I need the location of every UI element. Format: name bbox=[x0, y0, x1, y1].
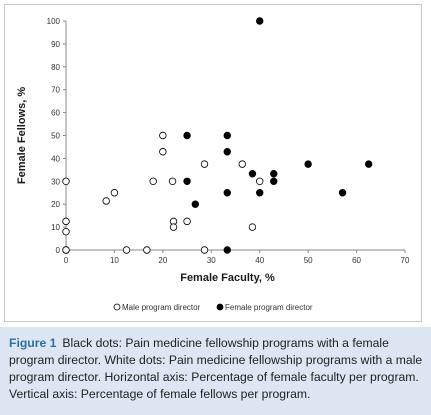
female-director-point bbox=[223, 189, 231, 197]
female-director-point bbox=[364, 160, 373, 168]
x-tick-label: 50 bbox=[304, 256, 313, 265]
male-director-point bbox=[238, 160, 246, 168]
female-director-point bbox=[248, 170, 257, 178]
legend: Male program director Female program dire… bbox=[113, 303, 313, 312]
female-director-point bbox=[338, 189, 347, 197]
x-tick-label: 10 bbox=[110, 256, 119, 265]
male-director-point bbox=[62, 227, 70, 236]
scatter-chart: 0 10 20 30 40 50 60 70 80 90 100 0 10 20 30 40 50 60 70 Fe… bbox=[16, 17, 410, 312]
male-director-point bbox=[122, 246, 131, 254]
caption-text: Black dots: Pain medicine fellowship pro… bbox=[9, 336, 423, 401]
y-tick-label: 50 bbox=[51, 132, 60, 141]
male-director-point bbox=[102, 197, 110, 205]
male-director-point bbox=[62, 177, 70, 185]
x-axis-title: Female Faculty, % bbox=[180, 272, 275, 284]
y-tick-label: 10 bbox=[51, 223, 60, 232]
y-tick-label: 90 bbox=[51, 40, 60, 49]
x-tick-label: 60 bbox=[352, 256, 361, 265]
legend-label: Female program director bbox=[225, 303, 313, 312]
data-points bbox=[62, 17, 373, 254]
x-tick-label: 20 bbox=[158, 256, 167, 265]
male-director-point bbox=[168, 177, 177, 185]
figure-caption: Figure 1 Black dots: Pain medicine fellow… bbox=[9, 335, 425, 403]
y-tick-label: 0 bbox=[56, 246, 61, 255]
female-director-point bbox=[223, 246, 231, 254]
male-director-point bbox=[200, 246, 209, 254]
x-tick-label: 70 bbox=[401, 256, 410, 265]
y-tick-label: 30 bbox=[51, 177, 60, 186]
y-tick-label: 100 bbox=[47, 17, 61, 26]
male-director-point bbox=[110, 189, 119, 197]
y-tick-label: 40 bbox=[51, 154, 60, 163]
axes bbox=[63, 20, 406, 253]
male-director-point bbox=[200, 160, 209, 168]
male-director-point bbox=[183, 217, 191, 226]
female-director-point bbox=[183, 177, 191, 185]
male-director-point bbox=[256, 177, 264, 185]
male-director-point bbox=[159, 148, 167, 156]
caption-label: Figure 1 bbox=[9, 336, 57, 350]
male-director-point bbox=[169, 223, 178, 231]
female-director-point bbox=[256, 189, 264, 197]
x-tick-label: 0 bbox=[64, 256, 69, 265]
y-tick-label: 70 bbox=[51, 86, 60, 95]
caption-background bbox=[0, 327, 431, 415]
legend-label: Male program director bbox=[122, 303, 201, 312]
male-director-point bbox=[159, 131, 167, 140]
figure-frame: 0 10 20 30 40 50 60 70 80 90 100 0 10 20 30 40 50 60 70 Fe… bbox=[4, 4, 422, 322]
female-director-point bbox=[270, 177, 278, 185]
female-director-point bbox=[223, 131, 231, 140]
female-director-point bbox=[183, 131, 191, 140]
male-director-point bbox=[62, 217, 70, 226]
legend-female-marker bbox=[216, 303, 224, 311]
tick-labels: 0 10 20 30 40 50 60 70 80 90 100 0 10 20 30 40 50 60 70 bbox=[47, 17, 410, 265]
female-director-point bbox=[304, 160, 312, 168]
legend-male-marker bbox=[113, 303, 121, 311]
female-director-point bbox=[191, 200, 200, 208]
male-director-point bbox=[62, 246, 70, 254]
female-director-point bbox=[256, 17, 264, 25]
x-tick-label: 30 bbox=[207, 256, 216, 265]
y-tick-label: 20 bbox=[51, 200, 60, 209]
y-axis-title: Female Fellows, % bbox=[16, 87, 28, 184]
x-tick-label: 40 bbox=[255, 256, 264, 265]
male-director-point bbox=[149, 177, 157, 185]
male-director-point bbox=[248, 223, 257, 231]
y-tick-label: 80 bbox=[51, 63, 60, 72]
female-director-point bbox=[223, 148, 231, 156]
y-tick-label: 60 bbox=[51, 109, 60, 118]
female-director-point bbox=[270, 170, 278, 178]
male-director-point bbox=[143, 246, 151, 254]
